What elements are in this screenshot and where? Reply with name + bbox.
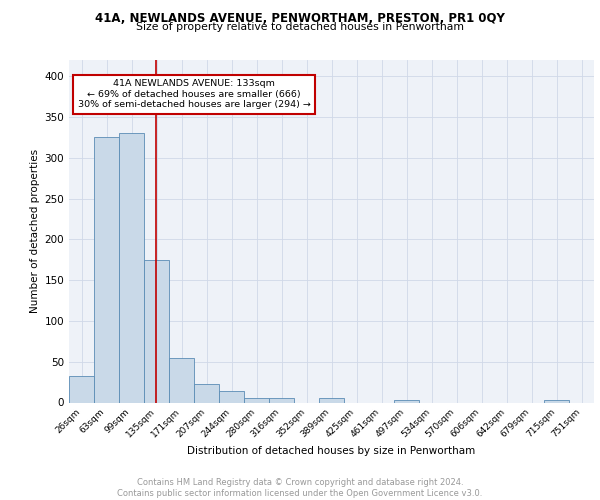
Text: 41A NEWLANDS AVENUE: 133sqm
← 69% of detached houses are smaller (666)
30% of se: 41A NEWLANDS AVENUE: 133sqm ← 69% of det… xyxy=(77,80,310,109)
Text: Size of property relative to detached houses in Penwortham: Size of property relative to detached ho… xyxy=(136,22,464,32)
Bar xyxy=(119,134,144,402)
X-axis label: Distribution of detached houses by size in Penwortham: Distribution of detached houses by size … xyxy=(187,446,476,456)
Bar xyxy=(394,400,419,402)
Bar xyxy=(169,358,194,403)
Text: Contains HM Land Registry data © Crown copyright and database right 2024.
Contai: Contains HM Land Registry data © Crown c… xyxy=(118,478,482,498)
Bar xyxy=(319,398,344,402)
Text: 41A, NEWLANDS AVENUE, PENWORTHAM, PRESTON, PR1 0QY: 41A, NEWLANDS AVENUE, PENWORTHAM, PRESTO… xyxy=(95,12,505,26)
Bar xyxy=(194,384,219,402)
Y-axis label: Number of detached properties: Number of detached properties xyxy=(30,149,40,314)
Bar xyxy=(94,138,119,402)
Bar xyxy=(144,260,169,402)
Bar xyxy=(244,398,269,402)
Bar xyxy=(219,391,244,402)
Bar xyxy=(69,376,94,402)
Bar xyxy=(269,398,294,402)
Bar xyxy=(544,400,569,402)
